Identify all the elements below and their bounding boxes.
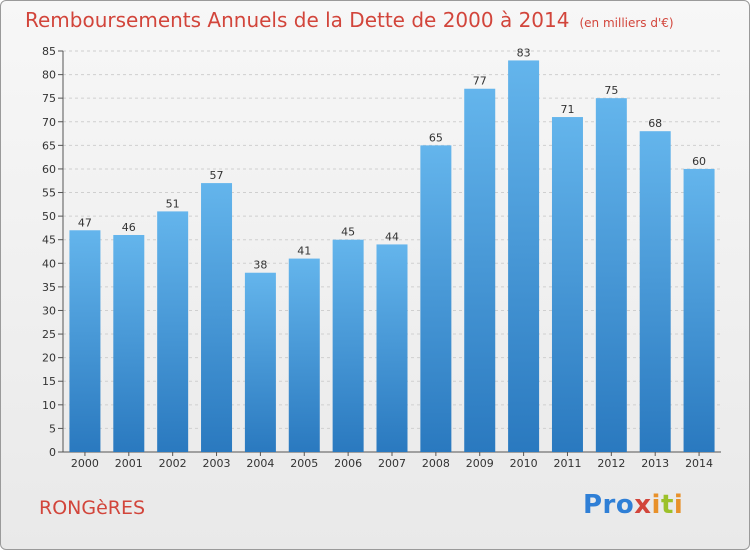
y-tick-label: 80 [42,69,56,82]
y-tick-label: 25 [42,328,56,341]
y-tick-label: 50 [42,210,56,223]
data-label: 71 [560,103,574,116]
chart-title-text: Remboursements Annuels de la Dette de 20… [25,8,570,32]
y-tick-label: 75 [42,92,56,105]
y-tick-label: 65 [42,139,56,152]
bar [201,183,233,452]
y-tick-label: 20 [42,352,56,365]
data-label: 47 [78,216,92,229]
x-tick-label: 2009 [466,457,494,470]
bars [69,60,715,453]
y-tick-labels: 0 5 10 15 20 25 30 35 40 45 50 55 60 65 70 75 80 85 [42,45,56,459]
bar [420,145,452,452]
y-tick-label: 5 [49,422,56,435]
x-tick-label: 2000 [71,457,99,470]
data-label: 68 [648,117,662,130]
data-label: 83 [517,46,531,59]
bar [113,234,145,452]
x-tick-label: 2011 [553,457,581,470]
y-tick-label: 85 [42,45,56,58]
x-tick-label: 2006 [334,457,362,470]
chart-unit: (en milliers d'€) [579,16,674,30]
y-tick-label: 35 [42,281,56,294]
data-label: 41 [297,245,311,258]
proxiti-logo: Proxiti [583,490,684,520]
data-label: 45 [341,226,355,239]
bar [639,131,671,452]
data-label: 75 [604,84,618,97]
y-tick-label: 30 [42,304,56,317]
bar [288,258,320,452]
y-tick-label: 70 [42,116,56,129]
x-tick-label: 2001 [115,457,143,470]
x-tick-label: 2003 [203,457,231,470]
x-tick-label: 2002 [159,457,187,470]
data-label: 44 [385,230,399,243]
y-tick-label: 15 [42,375,56,388]
data-label: 51 [166,197,180,210]
commune-name: RONGèRES [39,497,146,519]
bar [157,211,189,452]
y-tick-label: 10 [42,399,56,412]
bar [683,168,715,453]
x-tick-labels: 2000 2001 2002 2003 2004 2005 2006 2007 2008 2009… [71,457,713,470]
bar [244,272,276,452]
x-tick-label: 2013 [641,457,669,470]
x-tick-label: 2010 [510,457,538,470]
bar [69,230,101,452]
bar [595,98,627,453]
data-label: 65 [429,131,443,144]
y-tick-label: 45 [42,234,56,247]
x-tick-label: 2014 [685,457,713,470]
data-label: 38 [253,259,267,272]
y-tick-label: 0 [49,446,56,459]
x-tick-label: 2007 [378,457,406,470]
data-label: 46 [122,221,136,234]
x-tick-label: 2012 [597,457,625,470]
y-tick-label: 40 [42,257,56,270]
bar [332,239,364,452]
data-label: 57 [210,169,224,182]
y-tick-label: 55 [42,187,56,200]
bar [376,244,408,452]
bar [551,117,583,452]
y-tick-label: 60 [42,163,56,176]
chart-title: Remboursements Annuels de la Dette de 20… [25,8,674,32]
bar [464,88,496,452]
x-tick-label: 2005 [290,457,318,470]
data-label: 77 [473,75,487,88]
bar [508,60,540,452]
x-tick-label: 2004 [246,457,274,470]
x-tick-label: 2008 [422,457,450,470]
data-label: 60 [692,155,706,168]
data-labels: 47 46 51 57 38 41 45 44 65 77 83 71 75 68 60 [78,46,706,271]
